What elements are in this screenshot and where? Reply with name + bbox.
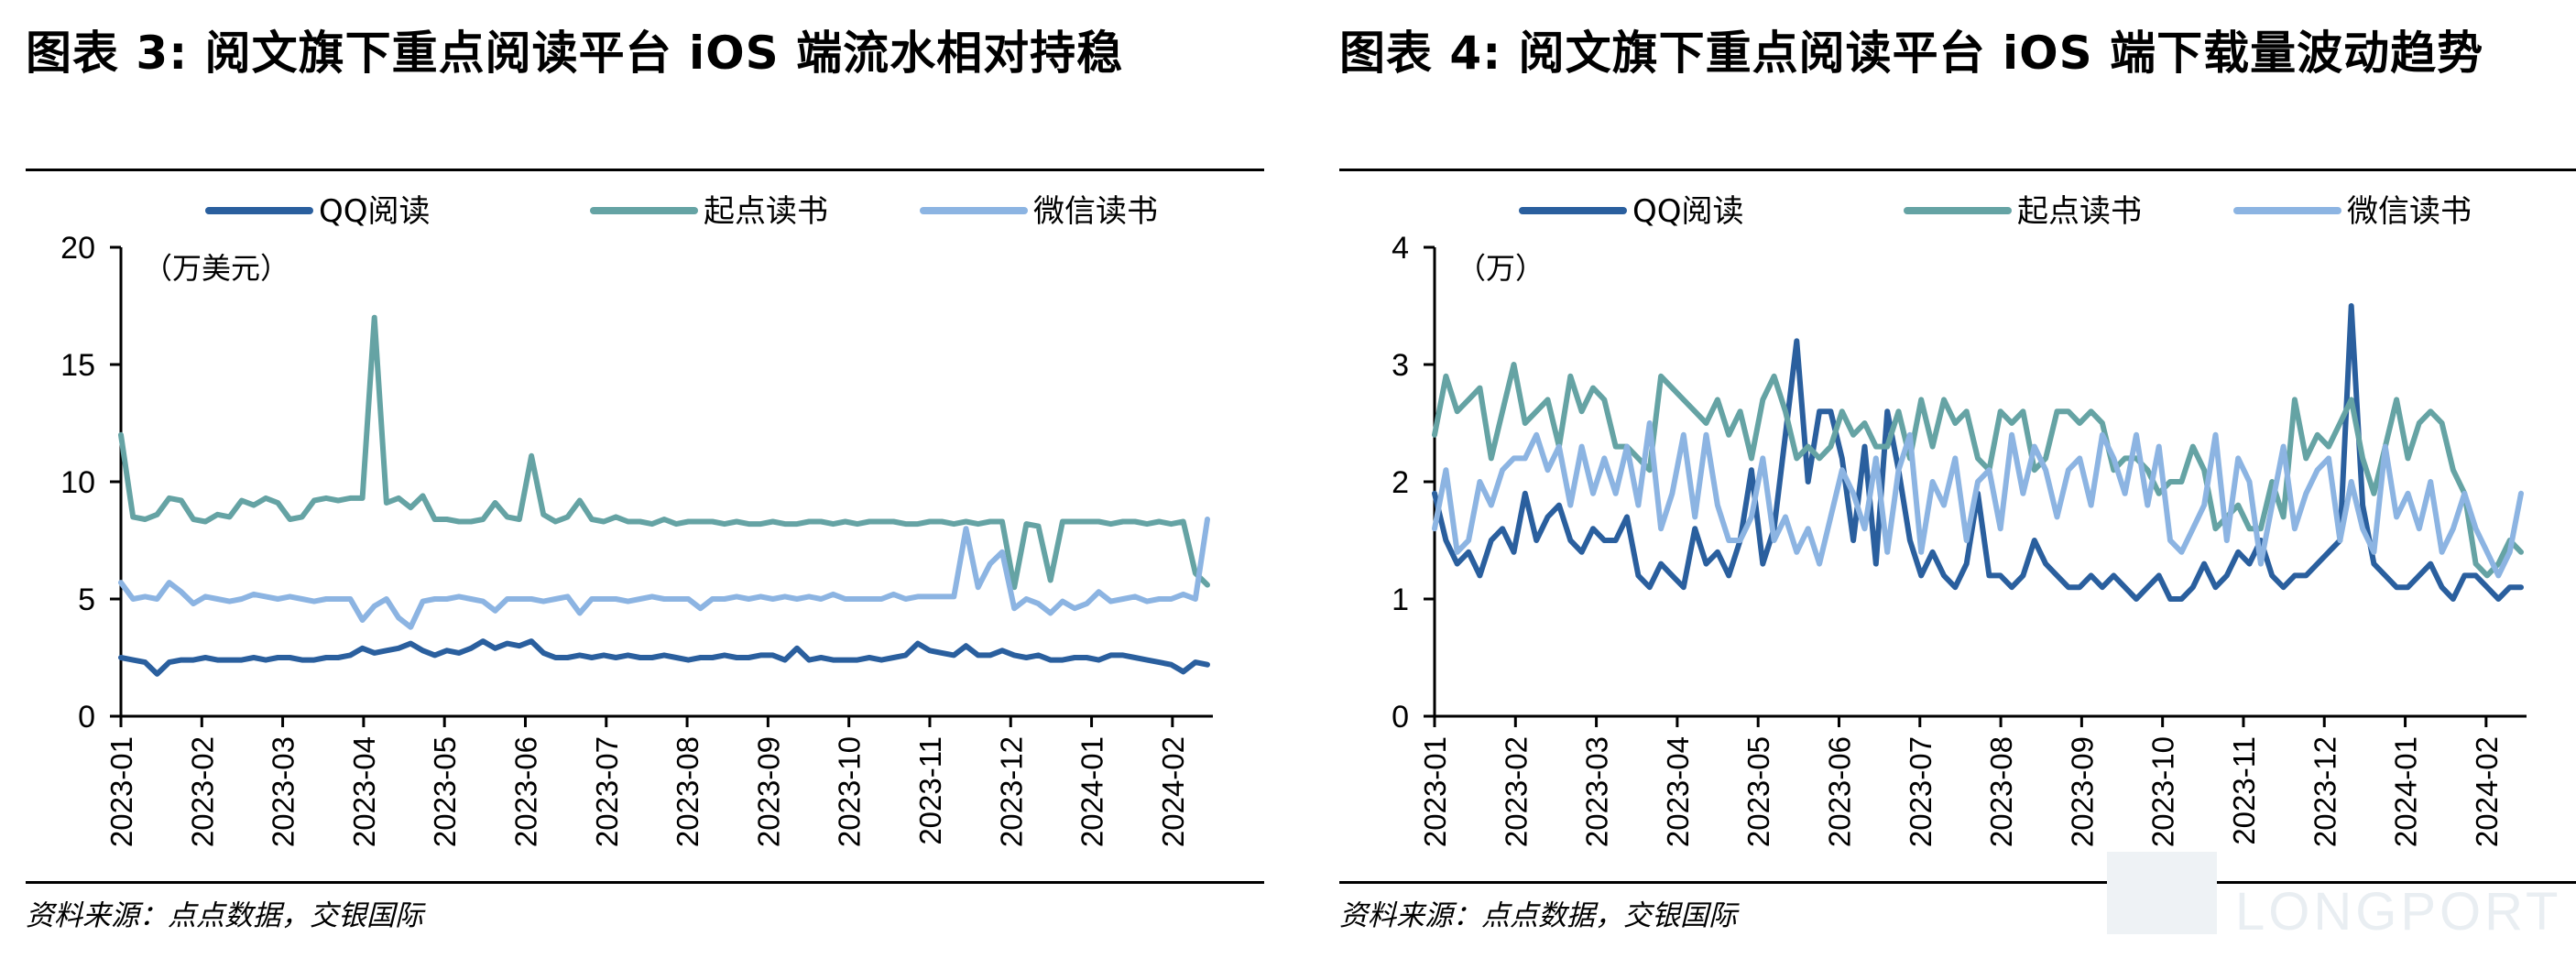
series-line-2 — [1432, 420, 2524, 579]
y-tick-label-1: 1 — [1392, 582, 1409, 617]
x-tick-label-7: 2023-08 — [671, 736, 704, 847]
x-tick-label-5: 2023-06 — [508, 736, 542, 847]
x-tick-label-6: 2023-07 — [590, 736, 624, 847]
figure-3-title-rule — [26, 169, 1264, 171]
figure-3-chart: QQ阅读 起点读书 微信读书 0 5 10 15 20 （万美元） 2023-01 2023-02 2… — [60, 193, 1213, 847]
y-tick-label-2: 2 — [1392, 465, 1409, 500]
unit-label: （万美元） — [143, 251, 289, 286]
legend: QQ阅读 起点读书 微信读书 — [1519, 193, 2472, 230]
x-tick-label-9: 2023-10 — [833, 736, 867, 847]
x-tick-label-13: 2024-02 — [2470, 736, 2504, 847]
x-tick-label-9: 2023-10 — [2146, 736, 2180, 847]
legend-label-2: 微信读书 — [1033, 193, 1158, 230]
x-tick-label-0: 2023-01 — [1418, 736, 1452, 847]
y-tick-label-4: 4 — [1392, 231, 1409, 266]
x-tick-label-5: 2023-06 — [1822, 736, 1856, 847]
unit-label: （万） — [1457, 251, 1545, 286]
x-tick-label-8: 2023-09 — [2065, 736, 2099, 847]
figure-3-source: 资料来源：点点数据，交银国际 — [26, 899, 423, 932]
x-tick-label-4: 2023-05 — [1741, 736, 1775, 847]
x-tick-label-12: 2024-01 — [2389, 736, 2423, 847]
x-tick-label-10: 2023-11 — [2227, 736, 2261, 845]
figure-4-chart: QQ阅读 起点读书 微信读书 0 1 2 3 4 （万） 2023-01 2023-02 2023-0… — [1392, 193, 2527, 847]
watermark-logo-icon — [2107, 852, 2217, 934]
y-tick-label-0: 0 — [78, 700, 95, 735]
series-line-0 — [118, 638, 1210, 677]
series-line-1 — [118, 314, 1210, 591]
legend-label-0: QQ阅读 — [319, 193, 431, 230]
y-tick-label-3: 3 — [1392, 348, 1409, 383]
figure-4-title-rule — [1339, 169, 2576, 171]
x-tick-label-2: 2023-03 — [1580, 736, 1614, 847]
legend-label-2: 微信读书 — [2347, 193, 2472, 230]
x-tick-label-11: 2023-12 — [994, 736, 1028, 847]
x-tick-label-8: 2023-09 — [751, 736, 785, 847]
figure-4-source: 资料来源：点点数据，交银国际 — [1339, 899, 1737, 932]
figure-4-title: 图表 4: 阅文旗下重点阅读平台 iOS 端下载量波动趋势 — [1339, 27, 2484, 80]
watermark-text: LONGPORT — [2235, 882, 2562, 942]
x-tick-label-2: 2023-03 — [267, 736, 300, 847]
x-tick-label-0: 2023-01 — [104, 736, 138, 847]
y-tick-label-2: 10 — [60, 465, 95, 500]
x-tick-label-4: 2023-05 — [428, 736, 462, 847]
x-tick-label-13: 2024-02 — [1156, 736, 1190, 847]
y-tick-label-1: 5 — [78, 582, 95, 617]
x-tick-label-12: 2024-01 — [1075, 736, 1109, 847]
figure-3-footer-rule — [26, 881, 1264, 884]
series-line-1 — [1432, 362, 2524, 579]
legend: QQ阅读 起点读书 微信读书 — [205, 193, 1158, 230]
x-tick-label-6: 2023-07 — [1904, 736, 1937, 847]
figure-4-panel: 图表 4: 阅文旗下重点阅读平台 iOS 端下载量波动趋势 QQ阅读 起点读书 微信… — [1339, 0, 2576, 958]
figure-3-panel: 图表 3: 阅文旗下重点阅读平台 iOS 端流水相对持稳 QQ阅读 起点读书 微信读… — [26, 0, 1273, 958]
y-tick-label-0: 0 — [1392, 700, 1409, 735]
x-tick-label-1: 2023-02 — [185, 736, 219, 847]
x-tick-label-11: 2023-12 — [2308, 736, 2341, 847]
legend-label-0: QQ阅读 — [1632, 193, 1744, 230]
series-line-2 — [118, 517, 1210, 630]
x-tick-label-7: 2023-08 — [1984, 736, 2018, 847]
figure-3-title: 图表 3: 阅文旗下重点阅读平台 iOS 端流水相对持稳 — [26, 27, 1124, 80]
y-tick-label-3: 15 — [60, 348, 95, 383]
legend-label-1: 起点读书 — [704, 193, 828, 230]
figure-4-footer-rule — [1339, 881, 2576, 884]
x-tick-label-3: 2023-04 — [1661, 736, 1695, 847]
x-tick-label-10: 2023-11 — [913, 736, 947, 845]
x-tick-label-1: 2023-02 — [1499, 736, 1533, 847]
y-tick-label-4: 20 — [60, 231, 95, 266]
legend-label-1: 起点读书 — [2017, 193, 2142, 230]
x-tick-label-3: 2023-04 — [347, 736, 381, 847]
